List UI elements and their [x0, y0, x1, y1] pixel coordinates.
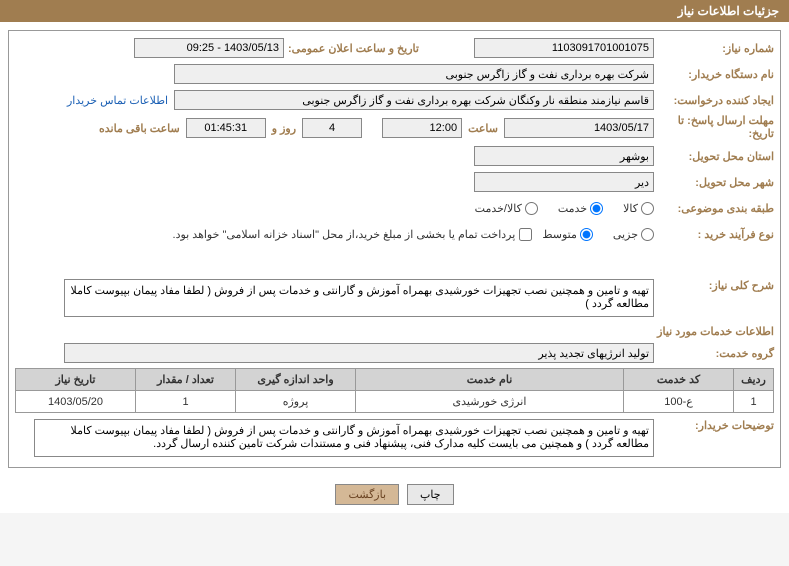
payment-note-text: پرداخت تمام یا بخشی از مبلغ خرید،از محل …: [173, 228, 516, 241]
col-name: نام خدمت: [356, 369, 624, 391]
cell-date: 1403/05/20: [16, 391, 136, 413]
main-container: جزئیات اطلاعات نیاز شماره نیاز: تاریخ و …: [0, 0, 789, 513]
service-radio-label: خدمت: [558, 202, 587, 215]
process-type-group: جزیی متوسط: [542, 228, 654, 241]
buyer-notes-field: تهیه و تامین و همچنین نصب تجهیزات خورشید…: [34, 419, 654, 457]
col-code: کد خدمت: [624, 369, 734, 391]
city-label: شهر محل تحویل:: [654, 176, 774, 189]
header-title: جزئیات اطلاعات نیاز: [678, 4, 779, 18]
time-label: ساعت: [462, 122, 504, 135]
need-number-label: شماره نیاز:: [654, 42, 774, 55]
buyer-notes-label: توضیحات خریدار:: [654, 419, 774, 432]
cell-code: ع-100: [624, 391, 734, 413]
header-bar: جزئیات اطلاعات نیاز: [0, 0, 789, 22]
payment-checkbox[interactable]: [519, 228, 532, 241]
remaining-label: ساعت باقی مانده: [93, 122, 186, 135]
row-process-type: نوع فرآیند خرید : جزیی متوسط پرداخت تمام…: [15, 223, 774, 245]
goods-radio[interactable]: [641, 202, 654, 215]
days-label: روز و: [266, 122, 302, 135]
province-field: [474, 146, 654, 166]
goods-radio-label: کالا: [623, 202, 638, 215]
button-row: چاپ بازگشت: [0, 476, 789, 513]
cell-name: انرژی خورشیدی: [356, 391, 624, 413]
col-qty: تعداد / مقدار: [136, 369, 236, 391]
spacer: [15, 249, 774, 279]
partial-radio-label: جزیی: [613, 228, 638, 241]
public-date-field: [134, 38, 284, 58]
print-button[interactable]: چاپ: [407, 484, 454, 505]
row-requester: ایجاد کننده درخواست: اطلاعات تماس خریدار: [15, 89, 774, 111]
subject-class-label: طبقه بندی موضوعی:: [654, 202, 774, 215]
row-subject-class: طبقه بندی موضوعی: کالا خدمت کالا/خدمت: [15, 197, 774, 219]
row-need-number: شماره نیاز: تاریخ و ساعت اعلان عمومی:: [15, 37, 774, 59]
hours-field: [186, 118, 266, 138]
city-field: [474, 172, 654, 192]
row-service-group: گروه خدمت:: [15, 342, 774, 364]
medium-radio[interactable]: [580, 228, 593, 241]
cell-qty: 1: [136, 391, 236, 413]
requester-label: ایجاد کننده درخواست:: [654, 94, 774, 107]
buyer-label: نام دستگاه خریدار:: [654, 68, 774, 81]
description-label: شرح کلی نیاز:: [654, 279, 774, 292]
goods-service-radio-label: کالا/خدمت: [475, 202, 522, 215]
row-city: شهر محل تحویل:: [15, 171, 774, 193]
service-group-label: گروه خدمت:: [654, 347, 774, 360]
row-buyer-notes: توضیحات خریدار: تهیه و تامین و همچنین نص…: [15, 419, 774, 457]
row-deadline: مهلت ارسال پاسخ: تا تاریخ: ساعت روز و سا…: [15, 115, 774, 141]
cell-row: 1: [734, 391, 774, 413]
col-unit: واحد اندازه گیری: [236, 369, 356, 391]
deadline-time-field: [382, 118, 462, 138]
col-date: تاریخ نیاز: [16, 369, 136, 391]
row-description: شرح کلی نیاز: تهیه و تامین و همچنین نصب …: [15, 279, 774, 317]
partial-radio[interactable]: [641, 228, 654, 241]
days-field: [302, 118, 362, 138]
need-number-field: [474, 38, 654, 58]
col-row: ردیف: [734, 369, 774, 391]
payment-note-box: پرداخت تمام یا بخشی از مبلغ خرید،از محل …: [173, 228, 533, 241]
requester-field: [174, 90, 654, 110]
description-field: تهیه و تامین و همچنین نصب تجهیزات خورشید…: [64, 279, 654, 317]
table-header-row: ردیف کد خدمت نام خدمت واحد اندازه گیری ت…: [16, 369, 774, 391]
contact-link[interactable]: اطلاعات تماس خریدار: [67, 94, 168, 107]
services-table: ردیف کد خدمت نام خدمت واحد اندازه گیری ت…: [15, 368, 774, 413]
public-date-label: تاریخ و ساعت اعلان عمومی:: [284, 42, 474, 55]
table-row: 1 ع-100 انرژی خورشیدی پروژه 1 1403/05/20: [16, 391, 774, 413]
service-radio[interactable]: [590, 202, 603, 215]
service-group-field: [64, 343, 654, 363]
buyer-field: [174, 64, 654, 84]
return-button[interactable]: بازگشت: [335, 484, 399, 505]
row-buyer: نام دستگاه خریدار:: [15, 63, 774, 85]
deadline-date-field: [504, 118, 654, 138]
province-label: استان محل تحویل:: [654, 150, 774, 163]
cell-unit: پروژه: [236, 391, 356, 413]
process-type-label: نوع فرآیند خرید :: [654, 228, 774, 241]
row-province: استان محل تحویل:: [15, 145, 774, 167]
deadline-label: مهلت ارسال پاسخ: تا تاریخ:: [654, 115, 774, 141]
medium-radio-label: متوسط: [542, 228, 577, 241]
subject-class-group: کالا خدمت کالا/خدمت: [475, 202, 654, 215]
goods-service-radio[interactable]: [525, 202, 538, 215]
info-panel: شماره نیاز: تاریخ و ساعت اعلان عمومی: نا…: [8, 30, 781, 468]
services-info-label: اطلاعات خدمات مورد نیاز: [15, 321, 774, 342]
